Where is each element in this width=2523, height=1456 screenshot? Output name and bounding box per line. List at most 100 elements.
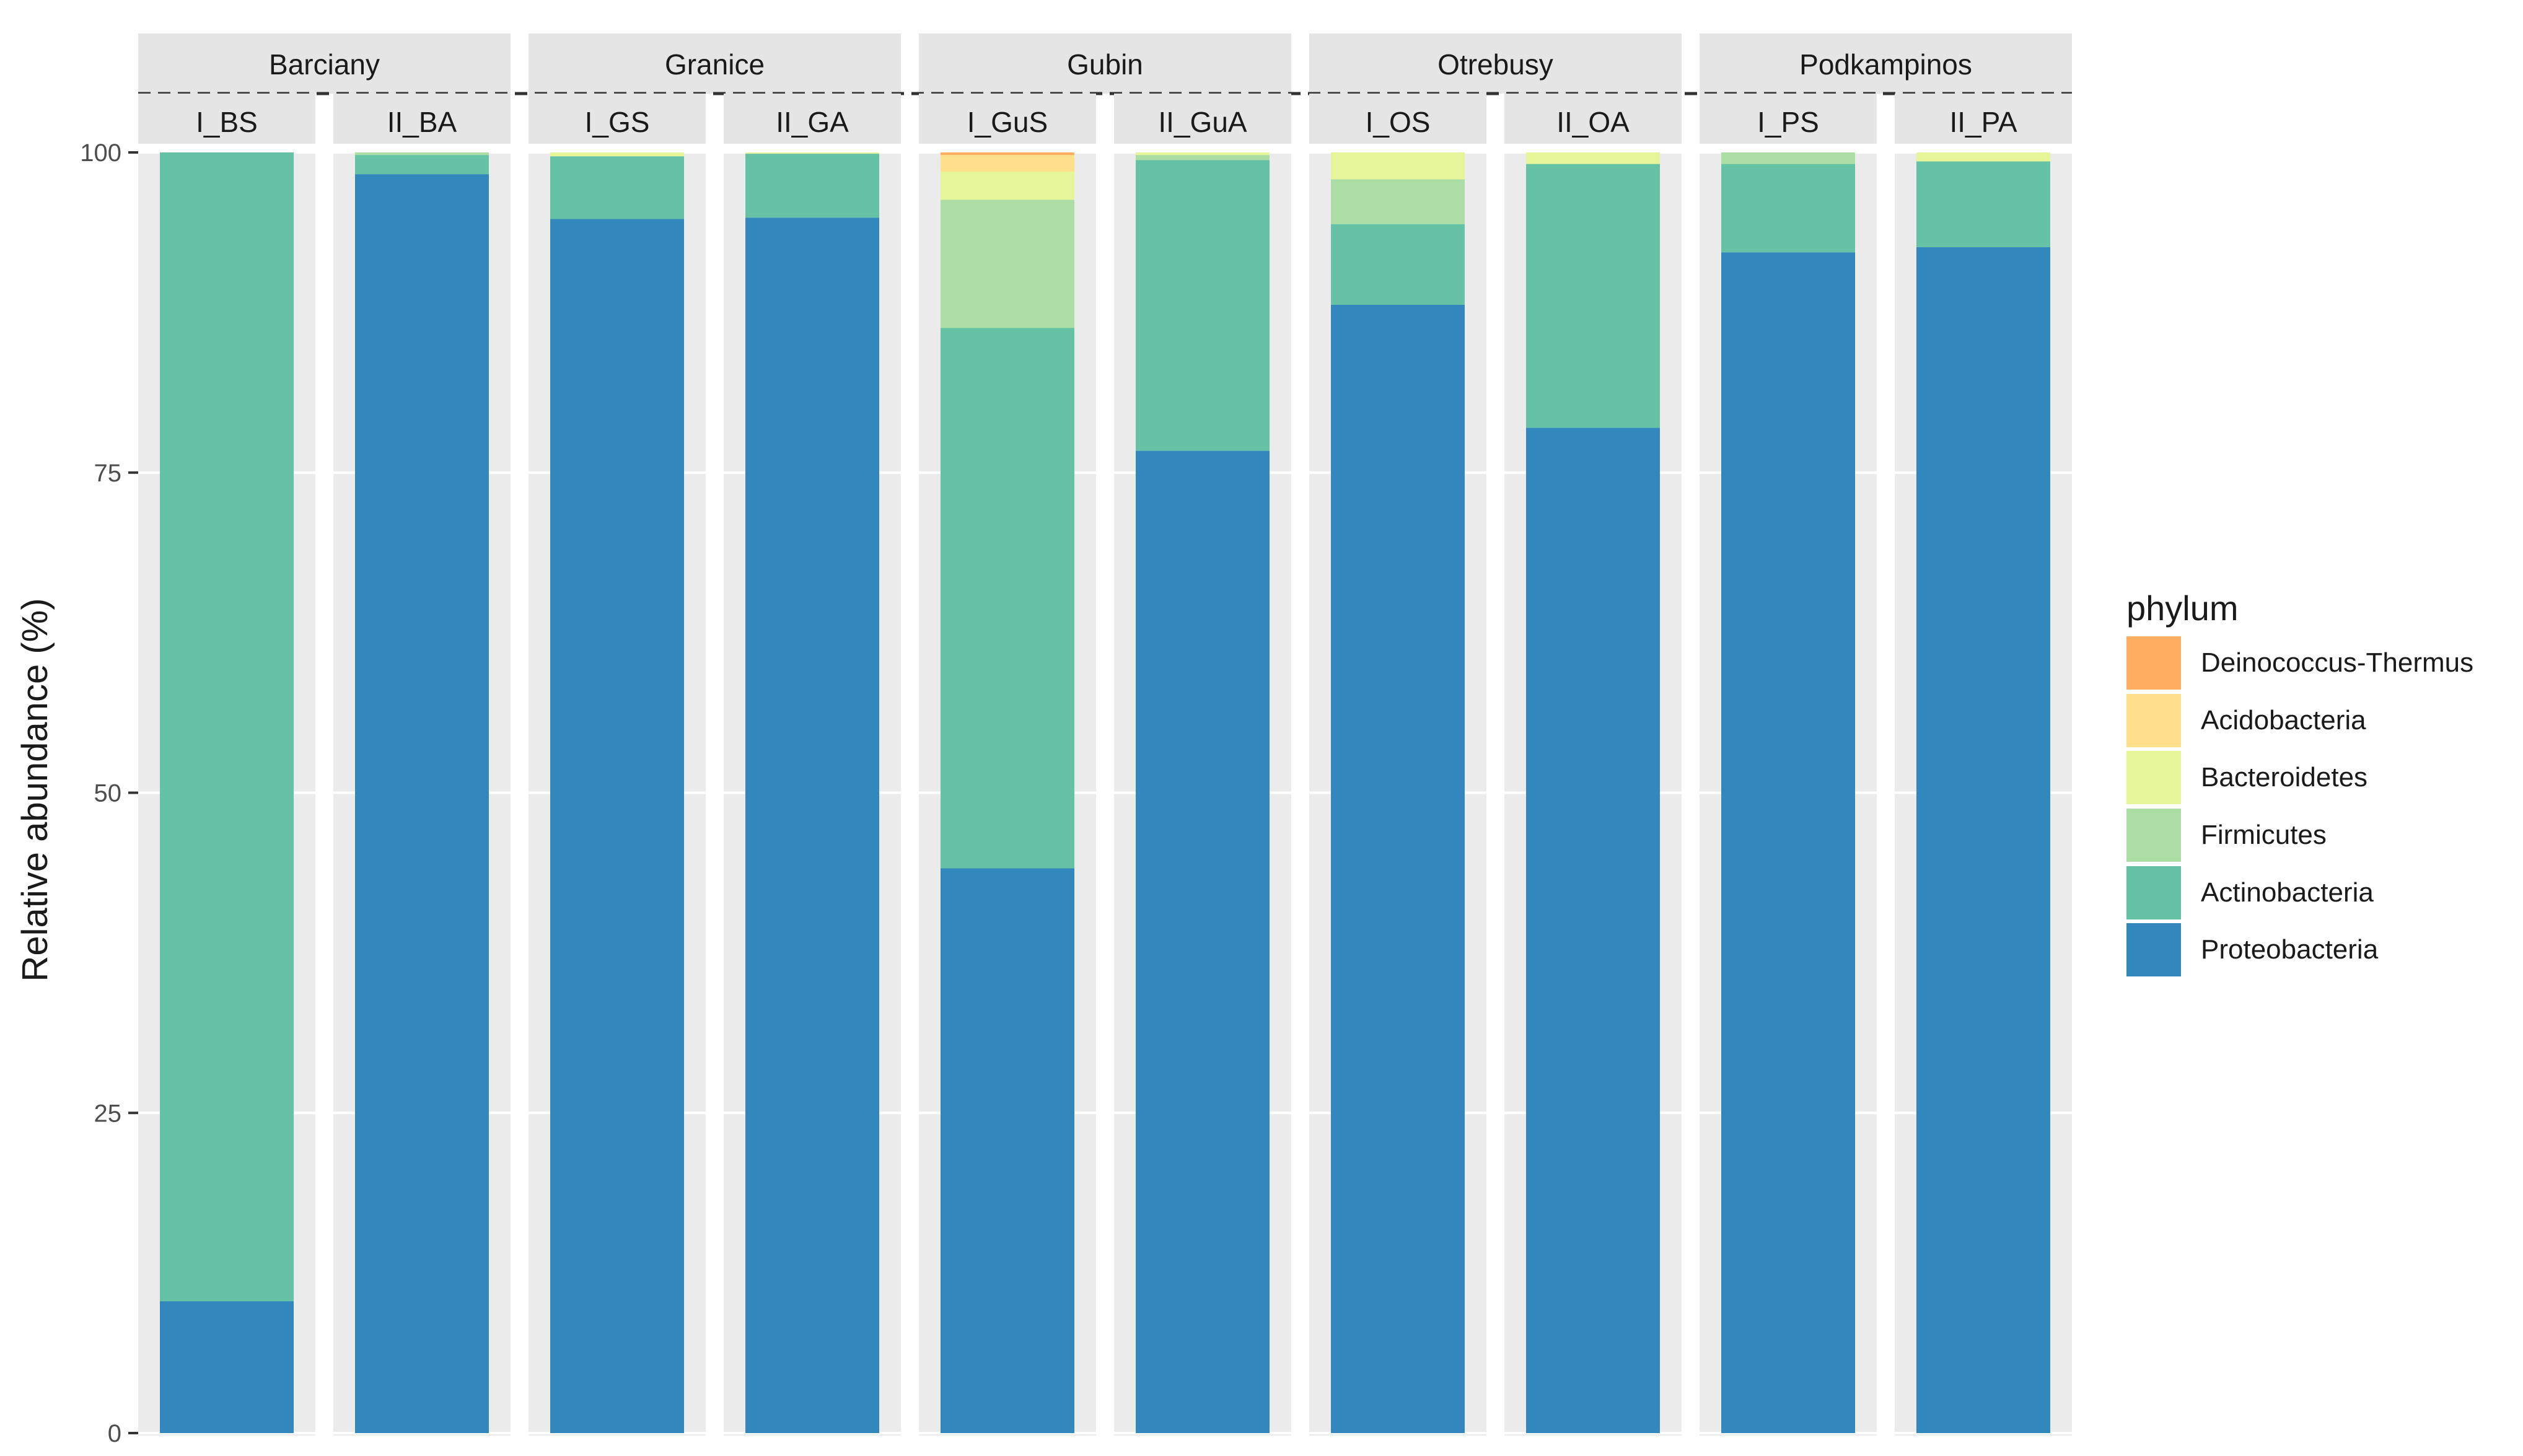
site-strip-otrebusy: Otrebusy <box>1309 33 1682 94</box>
sample-strip-bg <box>333 94 511 144</box>
legend-item-actinobacteria: Actinobacteria <box>2126 864 2473 921</box>
bar-segment-proteobacteria <box>550 219 684 1433</box>
site-strip-bg <box>1309 33 1682 94</box>
legend-swatch <box>2126 866 2181 919</box>
sample-strip-bg <box>1309 94 1486 144</box>
site-label: Gubin <box>1067 48 1143 81</box>
sample-label: II_OA <box>1556 106 1630 138</box>
bar-segment-bacteroidetes <box>745 152 879 154</box>
panel-i-ps: I_PS <box>1700 94 1877 1436</box>
bar-segment-actinobacteria <box>1916 161 2050 247</box>
sample-label: I_GuS <box>967 106 1048 138</box>
legend-item-bacteroidetes: Bacteroidetes <box>2126 749 2473 807</box>
panel-ii-gua: II_GuA <box>1114 94 1291 1436</box>
bar-segment-bacteroidetes <box>1526 152 1660 164</box>
site-label: Otrebusy <box>1437 48 1553 81</box>
legend: phylum Deinococcus-Thermus Acidobacteria B… <box>2126 582 2473 979</box>
bar-segment-firmicutes <box>1136 155 1270 160</box>
sample-label: II_GuA <box>1158 106 1247 138</box>
legend-swatch <box>2126 751 2181 805</box>
bar-segment-proteobacteria <box>1526 428 1660 1433</box>
legend-label: Firmicutes <box>2201 820 2327 851</box>
y-tick-label: 100 <box>80 139 121 167</box>
bar-segment-actinobacteria <box>550 156 684 219</box>
panel-i-bs: I_BS <box>138 94 315 1436</box>
bar-segment-proteobacteria <box>1331 304 1465 1433</box>
legend-item-acidobacteria: Acidobacteria <box>2126 692 2473 750</box>
legend-swatch <box>2126 636 2181 690</box>
bar-segment-proteobacteria <box>1721 252 1855 1433</box>
legend-items: Deinococcus-Thermus Acidobacteria Bacteroi… <box>2126 634 2473 979</box>
sample-strip-bg <box>1504 94 1682 144</box>
bar-segment-proteobacteria <box>160 1301 294 1433</box>
site-strip-bg <box>1700 33 2072 94</box>
sample-strip-bg <box>919 94 1096 144</box>
y-tick-label: 0 <box>108 1420 121 1447</box>
site-strip-gubin: Gubin <box>919 33 1291 94</box>
y-axis: 0 25 50 75 100 <box>80 139 138 1447</box>
legend-label: Acidobacteria <box>2201 704 2366 735</box>
bar-segment-bacteroidetes <box>1136 152 1270 156</box>
bar-segment-bacteroidetes <box>941 172 1074 200</box>
sample-strip-bg <box>1114 94 1291 144</box>
legend-item-proteobacteria: Proteobacteria <box>2126 921 2473 979</box>
legend-label: Bacteroidetes <box>2201 762 2368 793</box>
sample-label: I_GS <box>585 106 650 138</box>
panel-ii-pa: II_PA <box>1895 94 2072 1436</box>
bar-segment-actinobacteria <box>160 152 294 1302</box>
legend-swatch <box>2126 923 2181 977</box>
y-tick-label: 75 <box>94 460 122 487</box>
bar-segment-bacteroidetes <box>550 152 684 157</box>
site-strip-bg <box>529 33 901 94</box>
site-label: Barciany <box>269 48 380 81</box>
bar-segment-firmicutes <box>1331 179 1465 224</box>
site-strip-granice: Granice <box>529 33 901 94</box>
site-strip-bg <box>919 33 1291 94</box>
panel-i-gs: I_GS <box>529 94 706 1436</box>
bar-segment-firmicutes <box>941 200 1074 328</box>
sample-label: I_PS <box>1757 106 1819 138</box>
bar-segment-actinobacteria <box>941 328 1074 869</box>
sample-strip-bg <box>724 94 901 144</box>
legend-title: phylum <box>2126 589 2239 628</box>
sample-strip-bg <box>529 94 706 144</box>
plot-panels: I_BS II_BA I_GS II_GA I_GuS II_GuA I_OS II_OA I_… <box>138 94 2072 1436</box>
panel-ii-oa: II_OA <box>1504 94 1682 1436</box>
bar-segment-proteobacteria <box>1136 450 1270 1433</box>
bar-segment-proteobacteria <box>355 174 489 1433</box>
sample-label: II_PA <box>1949 106 2017 138</box>
sample-strip-bg <box>1895 94 2072 144</box>
bar-segment-proteobacteria <box>1916 247 2050 1433</box>
bar-segment-firmicutes <box>1721 152 1855 164</box>
sample-strip-bg <box>138 94 315 144</box>
legend-item-firmicutes: Firmicutes <box>2126 807 2473 864</box>
legend-item-deinococcus-thermus: Deinococcus-Thermus <box>2126 634 2473 692</box>
y-axis-title: Relative abundance (%) <box>15 598 55 981</box>
bar-segment-proteobacteria <box>941 868 1074 1433</box>
bar-segment-bacteroidetes <box>1916 152 2050 162</box>
site-strip-podkampinos: Podkampinos <box>1700 33 2072 94</box>
legend-label: Proteobacteria <box>2201 934 2379 965</box>
panel-i-os: I_OS <box>1309 94 1486 1436</box>
bar-segment-actinobacteria <box>1331 224 1465 305</box>
sample-label: II_GA <box>776 106 849 138</box>
panel-ii-ga: II_GA <box>724 94 901 1436</box>
bar-segment-deinococcus-thermus <box>941 152 1074 156</box>
sample-strip-bg <box>1700 94 1877 144</box>
site-label: Podkampinos <box>1799 48 1972 81</box>
panel-ii-ba: II_BA <box>333 94 511 1436</box>
site-strip-bg <box>138 33 511 94</box>
site-strips: Barciany Granice Gubin Otrebusy Podkampinos <box>138 33 2072 95</box>
bar-segment-actinobacteria <box>1136 160 1270 451</box>
bar-segment-bacteroidetes <box>1331 152 1465 180</box>
bar-segment-firmicutes <box>355 152 489 156</box>
site-label: Granice <box>665 48 765 81</box>
sample-label: I_BS <box>196 106 258 138</box>
bar-segment-proteobacteria <box>745 217 879 1433</box>
sample-label: I_OS <box>1366 106 1431 138</box>
y-tick-label: 25 <box>94 1100 122 1127</box>
legend-label: Actinobacteria <box>2201 877 2374 908</box>
bar-segment-actinobacteria <box>745 154 879 218</box>
bar-segment-actinobacteria <box>355 155 489 175</box>
